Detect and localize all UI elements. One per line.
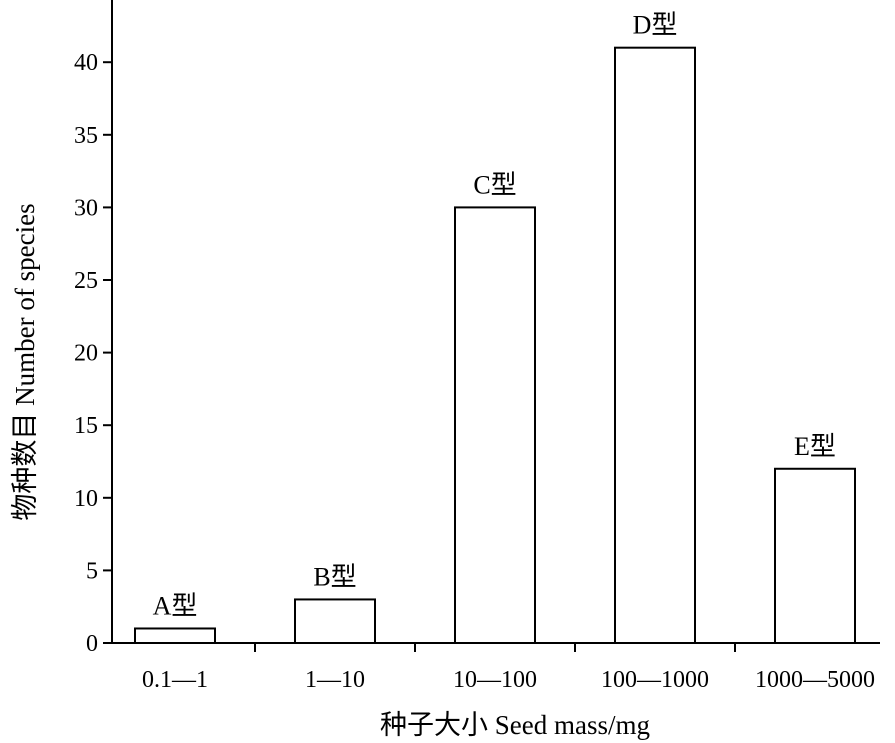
x-tick-label: 0.1—1: [142, 667, 208, 693]
x-tick-label: 10—100: [453, 667, 537, 693]
y-axis: 0 5 10 15 20 25 30 35 40: [74, 0, 113, 657]
x-tick-label: 1000—5000: [755, 667, 875, 693]
bar: [614, 46, 696, 645]
bars: A型 B型 C型 D型 E型: [134, 11, 856, 645]
y-tick-label: 20: [74, 341, 98, 367]
bar: [774, 467, 856, 645]
y-tick-label: 10: [74, 486, 98, 512]
y-tick-label: 5: [86, 558, 98, 584]
x-tick-label: 100—1000: [601, 667, 709, 693]
y-tick-label: 0: [86, 631, 98, 657]
bar-data-label: C型: [473, 170, 516, 199]
y-tick-label: 25: [74, 268, 98, 294]
y-axis-title: 物种数目 Number of species: [10, 203, 40, 520]
y-tick-label: 40: [74, 50, 98, 76]
bar-data-label: D型: [633, 11, 678, 40]
bar: [294, 598, 376, 645]
x-axis: 0.1—1 1—10 10—100 100—1000 1000—5000: [112, 642, 880, 693]
x-axis-title: 种子大小 Seed mass/mg: [380, 710, 650, 740]
bar: [454, 206, 536, 644]
x-tick-label: 1—10: [305, 667, 365, 693]
bar-data-label: E型: [794, 432, 836, 461]
bar-data-label: B型: [313, 562, 356, 591]
y-tick-label: 15: [74, 413, 98, 439]
bar: [134, 627, 216, 644]
y-tick-label: 35: [74, 123, 98, 149]
bar-data-label: A型: [153, 591, 198, 620]
y-tick-label: 30: [74, 195, 98, 221]
